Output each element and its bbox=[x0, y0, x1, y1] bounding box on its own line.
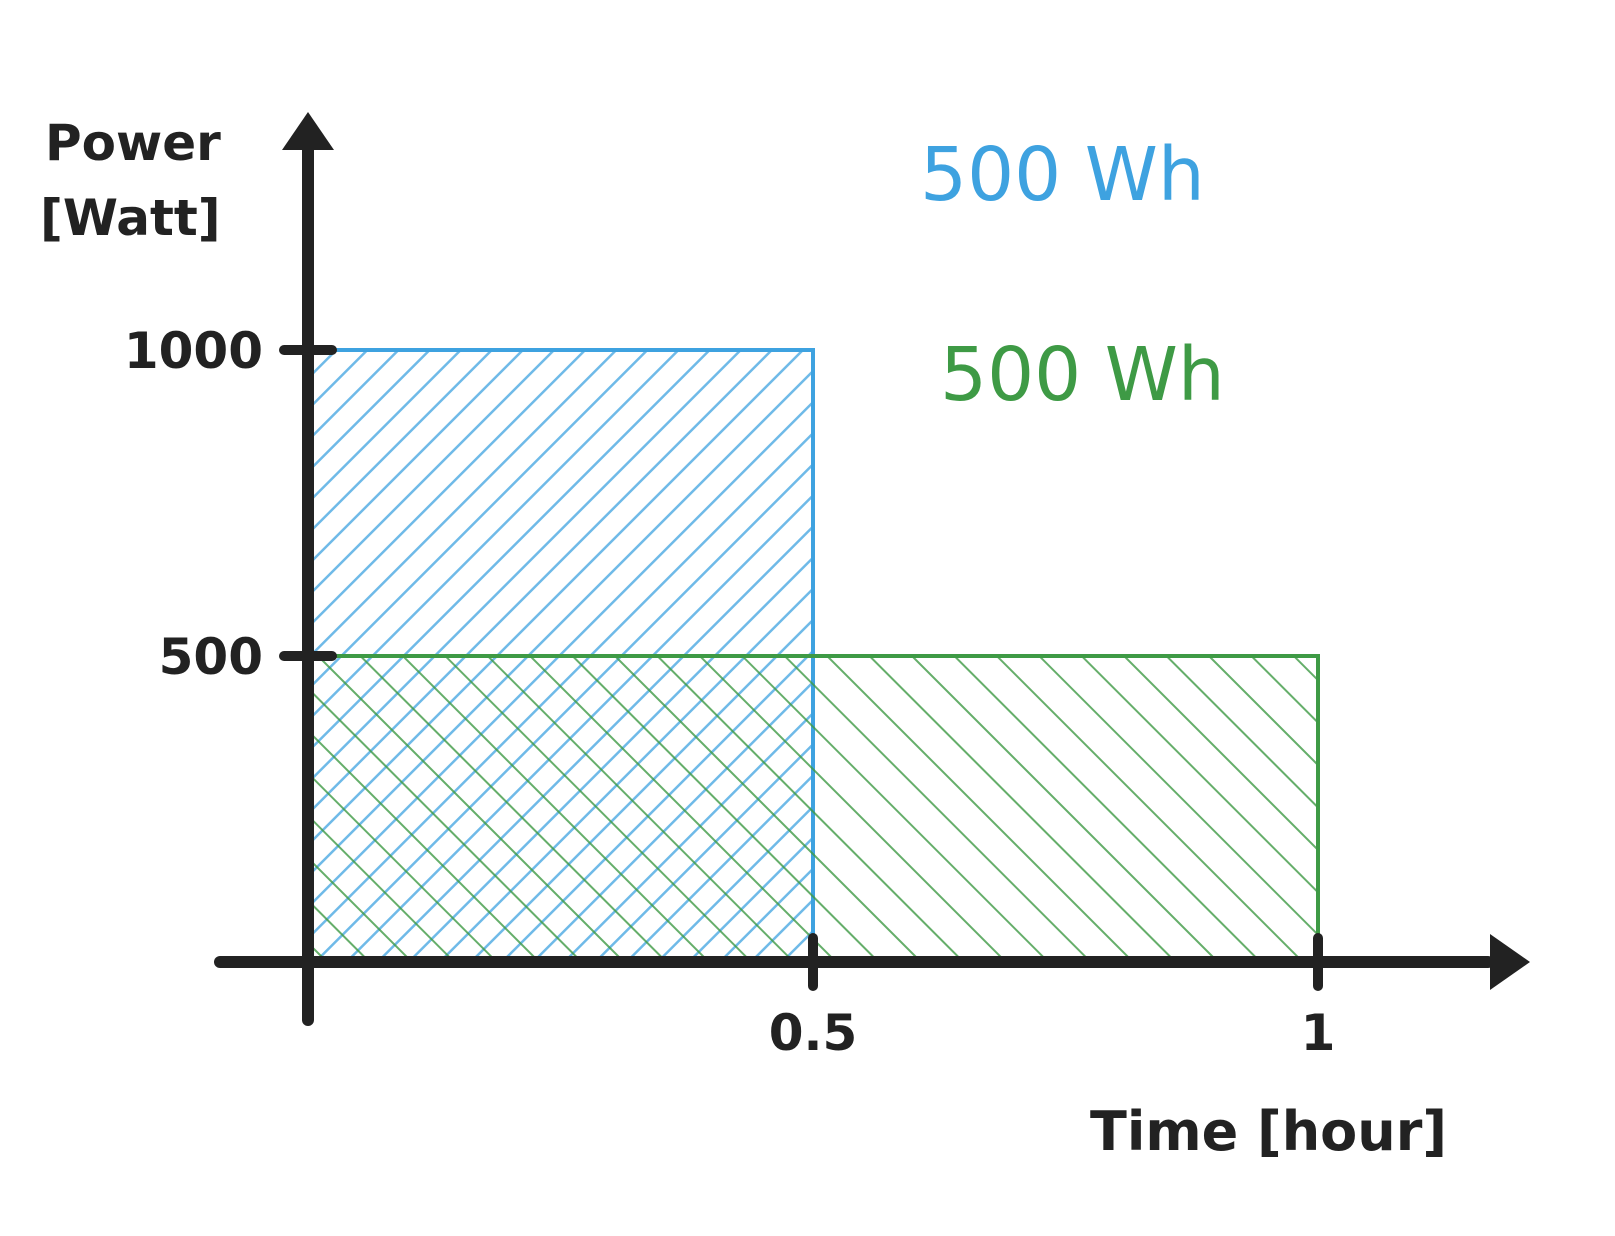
ticks: 500 1000 0.5 1 bbox=[124, 322, 1336, 1062]
y-axis-label-line2: [Watt] bbox=[40, 189, 221, 247]
y-axis-arrow bbox=[282, 112, 334, 150]
energy-label-blue: 500 Wh bbox=[920, 132, 1205, 218]
plot-areas bbox=[306, 348, 1320, 964]
x-tick-label-0.5: 0.5 bbox=[769, 1004, 858, 1062]
x-axis-label: Time [hour] bbox=[1090, 1100, 1447, 1163]
energy-area-green-fill bbox=[308, 656, 1318, 962]
x-axis-arrow bbox=[1490, 934, 1530, 990]
x-tick-label-1: 1 bbox=[1301, 1004, 1336, 1062]
energy-label-green: 500 Wh bbox=[940, 332, 1225, 418]
y-tick-label-1000: 1000 bbox=[124, 322, 263, 380]
y-axis-label-line1: Power bbox=[45, 114, 221, 172]
y-tick-label-500: 500 bbox=[159, 628, 263, 686]
